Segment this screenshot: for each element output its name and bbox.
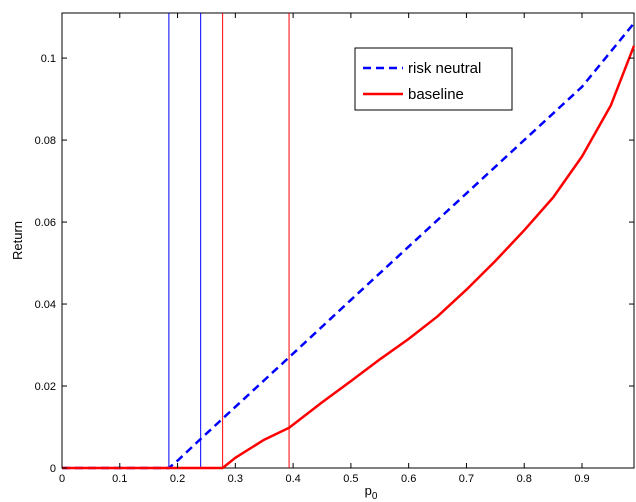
x-tick-label: 0.9 [574,473,589,485]
legend-label-risk-neutral: risk neutral [408,60,481,77]
x-axis-label: p0 [365,483,378,502]
y-tick-label: 0 [50,463,56,475]
y-tick-label: 0.04 [35,299,56,311]
y-tick-label: 0.1 [41,53,56,65]
x-tick-label: 0.3 [228,473,243,485]
x-tick-label: 0.4 [285,473,300,485]
plot-area-border [61,12,635,469]
series-line-risk-neutral [62,22,635,470]
series-line-baseline [62,45,636,470]
x-tick-label: 0.5 [343,473,358,485]
y-axis-label: Return [10,221,25,260]
x-axis-label-main: p [365,483,372,498]
x-tick-label: 0 [59,473,65,485]
y-tick-label: 0.06 [35,217,56,229]
legend-box [354,47,513,111]
x-tick-label: 0.6 [401,473,416,485]
y-tick-label: 0.08 [35,135,56,147]
legend-label-baseline: baseline [408,86,464,103]
x-tick-label: 0.1 [112,473,127,485]
series-layer [62,22,636,470]
y-tick-label: 0.02 [35,381,56,393]
x-tick-label: 0.8 [517,473,532,485]
x-axis-label-subscript: 0 [372,491,378,502]
vertical-markers [168,13,290,468]
x-tick-label: 0.7 [459,473,474,485]
plot-frame [61,12,635,469]
legend: risk neutral baseline [354,47,513,111]
x-tick-label: 0.2 [170,473,185,485]
axis-ticks [61,13,634,469]
tick-labels: 0 0.1 0.2 0.3 0.4 0.5 0.6 0.7 0.8 0.9 0 0.02 0.04 0.0… [35,53,590,485]
